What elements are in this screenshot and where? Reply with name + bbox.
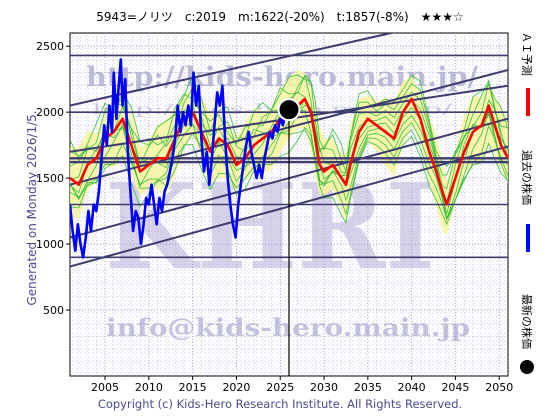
axes: 500 1000 1500 2000 2500 2005 2010 2015 2020 2025 2…	[36, 40, 513, 394]
x-tick-label-2030: 2030	[310, 381, 338, 394]
x-tick-label-2045: 2045	[441, 381, 469, 394]
x-tick-label-2020: 2020	[222, 381, 250, 394]
forecast-line	[70, 97, 508, 206]
latest-marker-group	[277, 98, 301, 376]
legend-past-label: 過去の株価	[520, 150, 534, 205]
y-tick-label-500: 500	[43, 304, 64, 317]
copyright: Copyright (c) Kids-Hero Research Institu…	[97, 397, 463, 411]
past-price-line	[70, 58, 290, 259]
band-line-6	[70, 74, 508, 190]
x-tick-label-2035: 2035	[354, 381, 382, 394]
band-line-8	[70, 74, 508, 168]
chart-title: 5943=ノリツ c:2019 m:1622(-20%) t:1857(-8%)…	[96, 10, 464, 24]
y-tick-label-2000: 2000	[36, 106, 64, 119]
y-tick-label-1000: 1000	[36, 238, 64, 251]
x-tick-label-2050: 2050	[485, 381, 513, 394]
y-tick-label-2500: 2500	[36, 40, 64, 53]
legend-latest-dot	[520, 360, 534, 374]
legend-ai-label: ＡＩ予測	[520, 32, 534, 76]
legend-latest-label: 最新の株価	[520, 294, 534, 349]
y-tick-label-1500: 1500	[36, 172, 64, 185]
band-line-1	[70, 124, 508, 221]
series-lines	[70, 58, 508, 259]
x-tick-label-2015: 2015	[179, 381, 207, 394]
x-tick-label-2010: 2010	[135, 381, 163, 394]
x-tick-label-2040: 2040	[398, 381, 426, 394]
latest-point-marker	[277, 98, 301, 122]
x-tick-label-2005: 2005	[91, 381, 119, 394]
generated-note: Generated on Monday 2026/1/5.	[25, 110, 39, 305]
watermark-mail: info@kids-hero.main.jp	[106, 313, 470, 342]
x-tick-label-2025: 2025	[266, 381, 294, 394]
